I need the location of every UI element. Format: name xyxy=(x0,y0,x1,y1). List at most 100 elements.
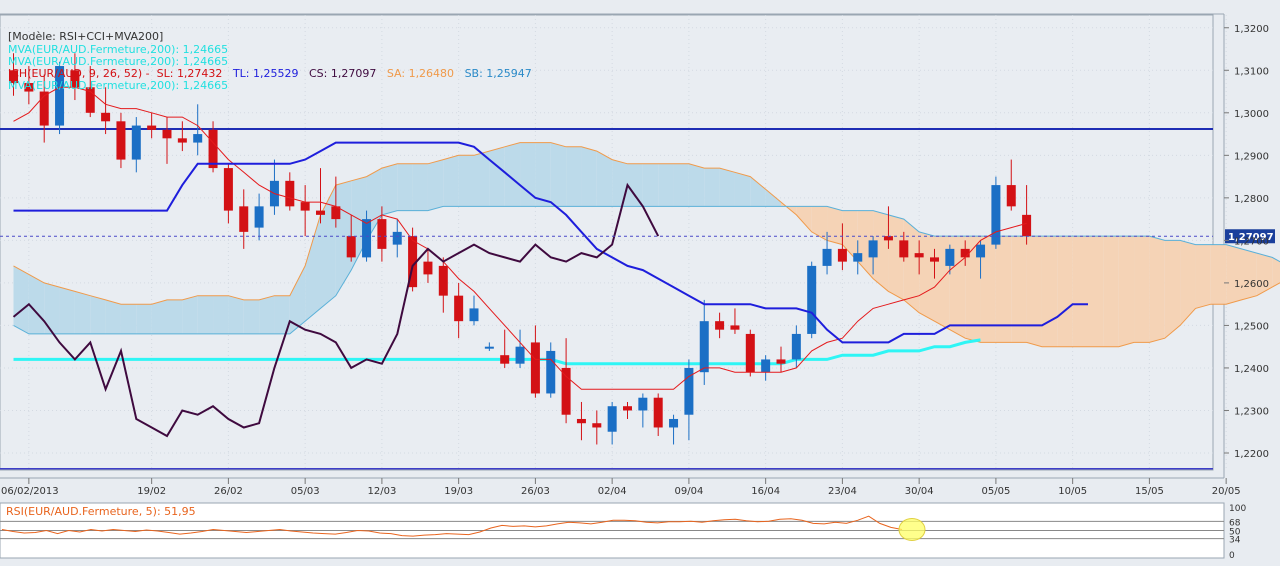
cloud-segment xyxy=(228,296,243,334)
cloud-segment xyxy=(213,296,228,334)
cloud-segment xyxy=(674,164,689,207)
cloud-segment xyxy=(1272,257,1280,287)
y-tick-label: 1,2700 xyxy=(1234,236,1269,247)
candle-body xyxy=(838,249,847,262)
candle-body xyxy=(915,253,924,257)
candle-body xyxy=(792,334,801,360)
y-tick-label: 1,2400 xyxy=(1234,364,1269,375)
rsi-level-label: 0 xyxy=(1229,551,1235,561)
candle-body xyxy=(485,347,494,349)
cloud-segment xyxy=(919,232,934,321)
y-tick-label: 1,3000 xyxy=(1234,109,1269,120)
cloud-segment xyxy=(704,168,719,206)
candle-body xyxy=(116,121,125,159)
rsi-highlight-marker xyxy=(899,518,925,540)
cloud-segment xyxy=(443,155,458,206)
candle-body xyxy=(961,249,970,258)
legend-ich-sa: SA: 1,26480 xyxy=(387,67,454,80)
candle-body xyxy=(761,359,770,372)
y-tick-label: 1,2600 xyxy=(1234,279,1269,290)
candle-body xyxy=(546,351,555,394)
x-tick-label: 05/03 xyxy=(291,486,320,497)
candle-body xyxy=(853,253,862,262)
y-tick-label: 1,2800 xyxy=(1234,194,1269,205)
cloud-segment xyxy=(1027,236,1042,347)
candle-body xyxy=(347,236,356,257)
x-tick-label: 02/04 xyxy=(598,486,627,497)
candle-body xyxy=(239,206,248,232)
candle-body xyxy=(163,130,172,139)
candle-body xyxy=(638,398,647,411)
candle-body xyxy=(423,262,432,275)
candle-body xyxy=(393,232,402,245)
candle-body xyxy=(1022,215,1031,236)
candle-body xyxy=(869,240,878,257)
x-tick-label: 10/05 xyxy=(1058,486,1087,497)
candle-body xyxy=(362,219,371,257)
cloud-segment xyxy=(90,296,105,334)
candle-body xyxy=(516,347,525,364)
cloud-segment xyxy=(397,164,412,211)
x-tick-label: 19/03 xyxy=(444,486,473,497)
cloud-segment xyxy=(904,219,919,313)
x-tick-label: 30/04 xyxy=(905,486,934,497)
cloud-segment xyxy=(1119,236,1134,347)
cloud-segment xyxy=(198,296,213,334)
candle-body xyxy=(669,419,678,428)
cloud-segment xyxy=(535,143,550,207)
candle-body xyxy=(945,249,954,266)
cloud-segment xyxy=(474,151,489,206)
cloud-segment xyxy=(136,304,151,334)
y-tick-label: 1,2300 xyxy=(1234,406,1269,417)
candle-body xyxy=(715,321,724,330)
cloud-segment xyxy=(259,296,274,334)
legend-ich-sb: SB: 1,25947 xyxy=(465,67,532,80)
y-tick-label: 1,3100 xyxy=(1234,66,1269,77)
candle-body xyxy=(730,325,739,329)
candle-body xyxy=(623,406,632,410)
cloud-segment xyxy=(643,164,658,207)
cloud-segment xyxy=(14,266,29,334)
cloud-segment xyxy=(581,147,596,207)
candle-body xyxy=(255,206,264,227)
cloud-segment xyxy=(628,164,643,207)
y-tick-label: 1,2200 xyxy=(1234,449,1269,460)
candle-body xyxy=(991,185,1000,245)
candle-body xyxy=(500,355,509,364)
candle-body xyxy=(454,296,463,322)
x-tick-label: 15/05 xyxy=(1135,486,1164,497)
rsi-level-label: 100 xyxy=(1229,504,1246,514)
cloud-segment xyxy=(1242,249,1257,300)
candle-body xyxy=(976,245,985,258)
candle-body xyxy=(470,308,479,321)
candle-body xyxy=(209,130,218,168)
candle-body xyxy=(301,202,310,211)
cloud-segment xyxy=(29,274,44,334)
cloud-segment xyxy=(612,160,627,207)
cloud-segment xyxy=(1073,236,1088,347)
cloud-segment xyxy=(75,291,90,334)
candle-body xyxy=(608,406,617,432)
cloud-segment xyxy=(428,160,443,211)
x-tick-label: 06/02/2013 xyxy=(1,486,59,497)
candle-body xyxy=(654,398,663,428)
cloud-segment xyxy=(106,300,121,334)
candle-body xyxy=(439,266,448,296)
candle-body xyxy=(1007,185,1016,206)
candle-body xyxy=(592,423,601,427)
y-tick-label: 1,2500 xyxy=(1234,321,1269,332)
cloud-segment xyxy=(152,300,167,334)
x-tick-label: 16/04 xyxy=(751,486,780,497)
cloud-segment xyxy=(1042,236,1057,347)
candle-body xyxy=(224,168,233,211)
cloud-segment xyxy=(1165,240,1180,338)
candle-body xyxy=(316,211,325,215)
cloud-segment xyxy=(44,283,59,334)
rsi-level-label: 34 xyxy=(1229,536,1241,546)
cloud-segment xyxy=(1088,236,1103,347)
cloud-segment xyxy=(1057,236,1072,347)
candle-body xyxy=(531,342,540,393)
cloud-segment xyxy=(121,304,136,334)
cloud-segment xyxy=(658,164,673,207)
